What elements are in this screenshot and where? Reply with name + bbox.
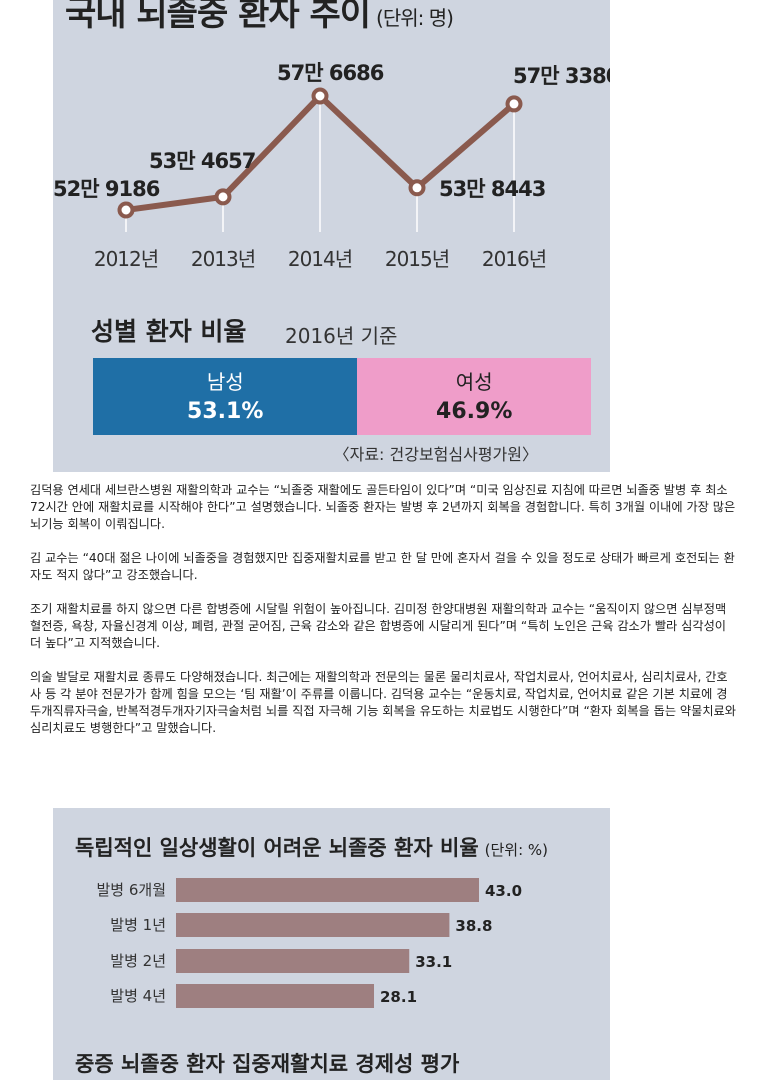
article-paragraph: 의술 발달로 재활치료 종류도 다양해졌습니다. 최근에는 재활의학과 전문의는… xyxy=(30,670,736,735)
x-tick-label: 2013년 xyxy=(191,247,255,271)
next-chart-title: 중증 뇌졸중 환자 집중재활치료 경제성 평가 xyxy=(75,1052,460,1076)
male-percentage: 53.1% xyxy=(187,399,264,424)
bar xyxy=(176,984,375,1008)
article-paragraph: 김 교수는 “40대 젊은 나이에 뇌졸중을 경험했지만 집중재활치료를 받고 … xyxy=(30,551,735,582)
bar xyxy=(176,878,479,902)
gender-ratio-title: 성별 환자 비율 xyxy=(91,317,247,346)
x-tick-label: 2016년 xyxy=(482,247,546,271)
data-point xyxy=(117,201,135,219)
article-paragraph: 조기 재활치료를 하지 않으면 다른 합병증에 시달릴 위험이 높아집니다. 김… xyxy=(30,602,727,650)
bar-category-label: 발병 1년 xyxy=(110,916,166,934)
female-percentage: 46.9% xyxy=(436,399,513,424)
female-label: 여성 xyxy=(455,370,493,394)
article-paragraph: 김덕용 연세대 세브란스병원 재활의학과 교수는 “뇌졸중 재활에도 골든타임이… xyxy=(30,483,736,531)
bar-category-label: 발병 4년 xyxy=(110,987,166,1005)
bar-chart-title: 독립적인 일상생활이 어려운 뇌졸중 환자 비율 (단위: %) xyxy=(75,836,549,860)
gender-ratio-subtitle: 2016년 기준 xyxy=(285,324,398,348)
x-tick-label: 2014년 xyxy=(288,247,352,271)
bar-category-label: 발병 6개월 xyxy=(96,881,166,899)
x-tick-label: 2015년 xyxy=(385,247,449,271)
line-chart-unit: (단위: 명) xyxy=(376,6,454,30)
data-source: 〈자료: 건강보험심사평가원〉 xyxy=(333,445,538,464)
data-label: 52만 9186 xyxy=(53,177,160,201)
stroke-infographic-top: 국내 뇌졸중 환자 추이 (단위: 명) 52만 9186 53만 4657 57만 … xyxy=(53,0,610,472)
data-label: 57만 3380 xyxy=(513,64,610,88)
bar-value-label: 43.0 xyxy=(485,882,522,900)
data-label: 53만 8443 xyxy=(439,177,545,201)
data-point xyxy=(214,188,232,206)
male-label: 남성 xyxy=(206,370,244,394)
male-segment: 남성 53.1% xyxy=(93,358,358,435)
line-chart-title: 국내 뇌졸중 환자 추이 (단위: 명) xyxy=(65,0,454,34)
bar xyxy=(176,913,450,937)
data-point xyxy=(505,95,523,113)
bar-chart-unit: (단위: %) xyxy=(484,841,549,859)
gender-ratio-bar: 남성 53.1% 여성 46.9% xyxy=(93,358,591,435)
bar-value-label: 33.1 xyxy=(415,953,452,971)
female-segment: 여성 46.9% xyxy=(357,358,591,435)
data-label: 57만 6686 xyxy=(277,61,384,85)
bar-value-label: 28.1 xyxy=(380,988,417,1006)
data-point xyxy=(311,87,329,105)
stroke-infographic-bottom: 독립적인 일상생활이 어려운 뇌졸중 환자 비율 (단위: %) 발병 6개월 43… xyxy=(53,808,610,1080)
bar-category-label: 발병 2년 xyxy=(110,952,166,970)
bar xyxy=(176,949,410,973)
x-tick-label: 2012년 xyxy=(94,247,158,271)
bar-chart: 발병 6개월 43.0 발병 1년 38.8 발병 2년 33.1 발병 4년 28.1 xyxy=(96,878,522,1008)
data-point xyxy=(408,179,426,197)
data-label: 53만 4657 xyxy=(149,149,255,173)
line-chart: 52만 9186 53만 4657 57만 6686 53만 8443 57만 3380… xyxy=(53,61,610,271)
bar-value-label: 38.8 xyxy=(455,917,492,935)
article-body: 김덕용 연세대 세브란스병원 재활의학과 교수는 “뇌졸중 재활에도 골든타임이… xyxy=(30,482,736,754)
